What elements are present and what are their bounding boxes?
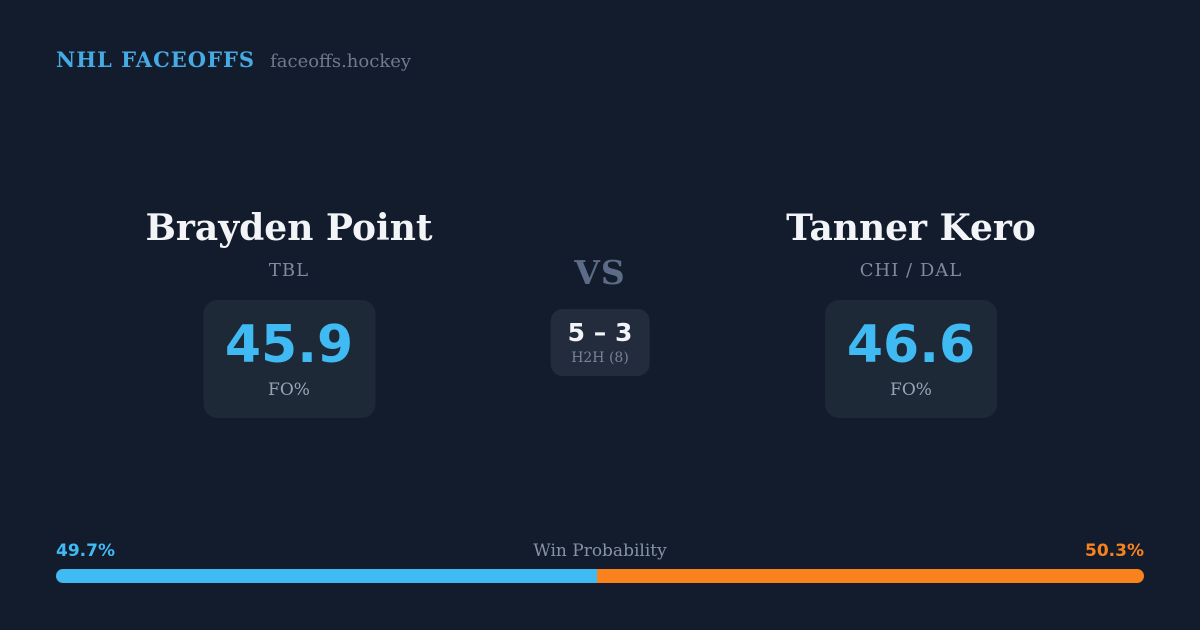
h2h-card: 5 – 3 H2H (8)	[550, 309, 650, 376]
matchup-center-block: VS 5 – 3 H2H (8)	[550, 204, 650, 376]
win-bar-left-segment	[56, 569, 597, 583]
player-right-stat-card: 46.6 FO%	[825, 300, 997, 418]
player-left-team: TBL	[268, 260, 310, 281]
player-right-name: Tanner Kero	[786, 207, 1036, 249]
win-probability-right-pct: 50.3%	[1085, 541, 1144, 561]
player-left-block: Brayden Point TBL 45.9 FO%	[145, 204, 433, 418]
win-probability-title: Win Probability	[533, 541, 667, 561]
brand-domain: faceoffs.hockey	[270, 51, 412, 72]
win-bar-right-segment	[596, 569, 1144, 583]
player-right-stat-label: FO%	[890, 379, 932, 400]
win-probability-labels: 49.7% Win Probability 50.3%	[56, 539, 1144, 561]
h2h-label: H2H (8)	[571, 350, 629, 366]
player-right-stat-value: 46.6	[846, 314, 976, 375]
vs-label: VS	[574, 253, 626, 292]
h2h-score: 5 – 3	[567, 318, 633, 347]
player-left-stat-label: FO%	[268, 379, 310, 400]
win-probability-left-pct: 49.7%	[56, 541, 115, 561]
win-probability-bar	[56, 569, 1144, 583]
header: NHL FACEOFFS faceoffs.hockey	[56, 47, 411, 72]
player-left-stat-card: 45.9 FO%	[202, 300, 375, 418]
brand-logo: NHL FACEOFFS	[56, 47, 256, 72]
player-left-name: Brayden Point	[145, 207, 433, 249]
win-probability-section: 49.7% Win Probability 50.3%	[56, 539, 1144, 583]
player-right-team: CHI / DAL	[859, 260, 963, 281]
player-right-block: Tanner Kero CHI / DAL 46.6 FO%	[786, 204, 1036, 418]
player-left-stat-value: 45.9	[224, 314, 354, 375]
